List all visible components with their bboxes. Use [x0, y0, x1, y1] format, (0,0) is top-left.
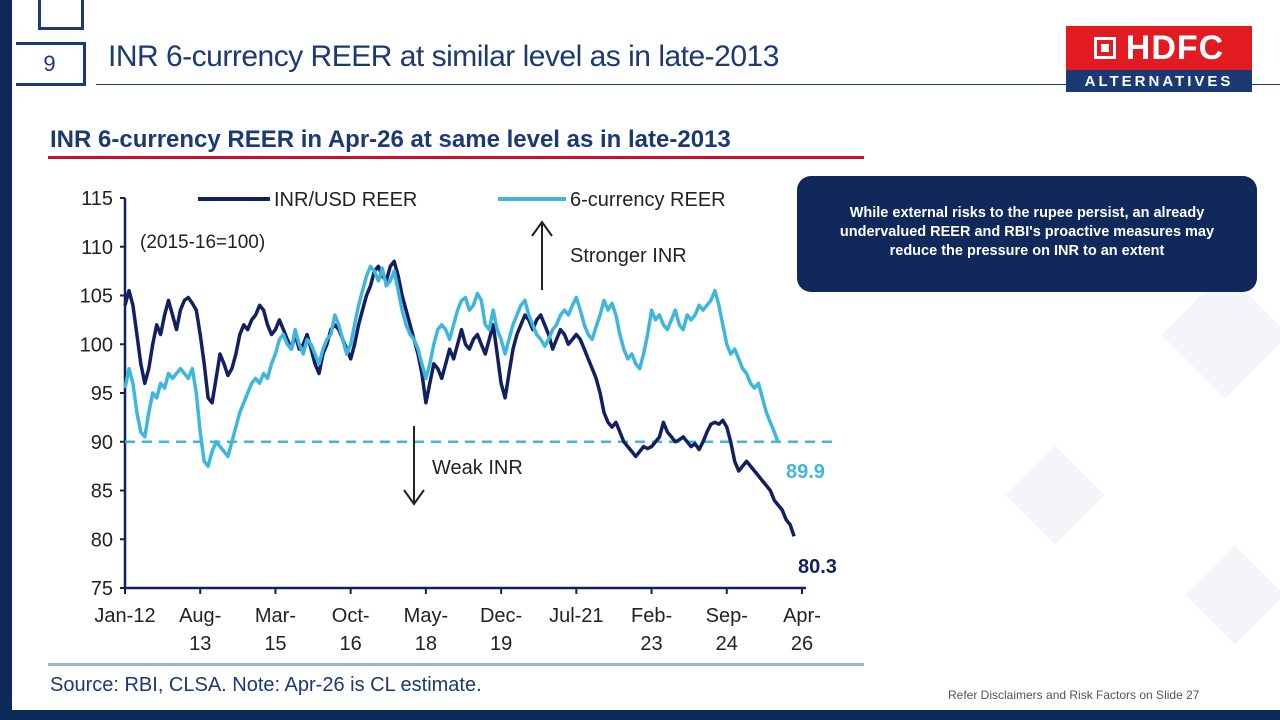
callout-text: While external risks to the rupee persis… — [839, 205, 1215, 259]
x-tick-label-line2: 19 — [490, 633, 512, 655]
x-tick-label: Apr- — [783, 605, 821, 627]
x-tick-label: Feb- — [631, 605, 672, 627]
logo-bottom-text: ALTERNATIVES — [1066, 70, 1252, 92]
y-tick-label: 75 — [91, 578, 113, 600]
background-decor — [1005, 445, 1105, 545]
y-tick-label: 105 — [80, 286, 113, 308]
x-tick-label-line2: 13 — [189, 633, 211, 655]
y-tick-label: 100 — [80, 334, 113, 356]
hdfc-mark-icon — [1093, 37, 1116, 59]
x-tick-label: May- — [404, 605, 448, 627]
slide-title: INR 6-currency REER at similar level as … — [108, 40, 779, 73]
reer-line-chart: 75 80 85 90 95 100 105 110 115 Jan-12 Aug- 13 Mar- 15… — [80, 188, 837, 655]
x-tick-label-line2: 18 — [415, 633, 437, 655]
weak-inr-label: Weak INR — [432, 457, 523, 479]
top-decor-box — [38, 0, 84, 30]
series-line-six-currency — [123, 264, 780, 468]
callout-box: While external risks to the rupee persis… — [797, 176, 1257, 292]
y-tick-label: 115 — [81, 188, 113, 210]
hdfc-logo: HDFC ALTERNATIVES — [1066, 26, 1252, 92]
chart-bottom-rule — [48, 663, 864, 666]
arrow-down-icon — [403, 426, 425, 506]
series-line-inr-usd — [123, 259, 796, 537]
x-tick-label: Aug- — [179, 605, 221, 627]
x-tick-label: Sep- — [706, 605, 748, 627]
y-tick-label: 90 — [91, 432, 113, 454]
y-tick-label: 110 — [81, 237, 113, 259]
x-tick-label: Jul-21 — [549, 605, 603, 627]
x-tick-label: Oct- — [332, 605, 370, 627]
x-tick-label: Jan-12 — [94, 605, 155, 627]
background-decor — [1185, 545, 1280, 645]
x-tick-label-line2: 16 — [340, 633, 362, 655]
base-year-note: (2015-16=100) — [140, 232, 265, 253]
axes-layer: 75 80 85 90 95 100 105 110 115 Jan-12 Aug- 13 Mar- 15… — [80, 188, 821, 655]
arrow-up-icon — [531, 220, 553, 290]
x-tick-label-line2: 23 — [640, 633, 662, 655]
x-tick-label-line2: 15 — [264, 633, 286, 655]
title-underline — [96, 84, 1280, 85]
x-tick-label: Mar- — [255, 605, 296, 627]
chart-title: INR 6-currency REER in Apr-26 at same le… — [50, 126, 731, 153]
legend-label-inr-usd: INR/USD REER — [274, 189, 417, 211]
legend-label-six-currency: 6-currency REER — [570, 189, 726, 211]
x-tick-label-line2: 24 — [716, 633, 738, 655]
bottom-accent-bar — [0, 710, 1280, 720]
logo-top-text: HDFC — [1125, 28, 1225, 67]
end-label-inr-usd: 80.3 — [798, 556, 837, 578]
end-label-six-currency: 89.9 — [786, 461, 825, 483]
logo-top: HDFC — [1066, 26, 1252, 70]
source-note: Source: RBI, CLSA. Note: Apr-26 is CL es… — [50, 674, 482, 696]
left-accent-bar — [0, 0, 12, 720]
slide-number: 9 — [16, 42, 86, 86]
disclaimer-text: Refer Disclaimers and Risk Factors on Sl… — [948, 688, 1200, 702]
x-tick-label: Dec- — [480, 605, 522, 627]
y-tick-label: 95 — [91, 383, 113, 405]
stronger-inr-label: Stronger INR — [570, 245, 687, 267]
x-tick-label-line2: 26 — [791, 633, 813, 655]
chart-title-underline — [48, 156, 864, 159]
y-tick-label: 80 — [91, 529, 113, 551]
y-tick-label: 85 — [91, 481, 113, 503]
